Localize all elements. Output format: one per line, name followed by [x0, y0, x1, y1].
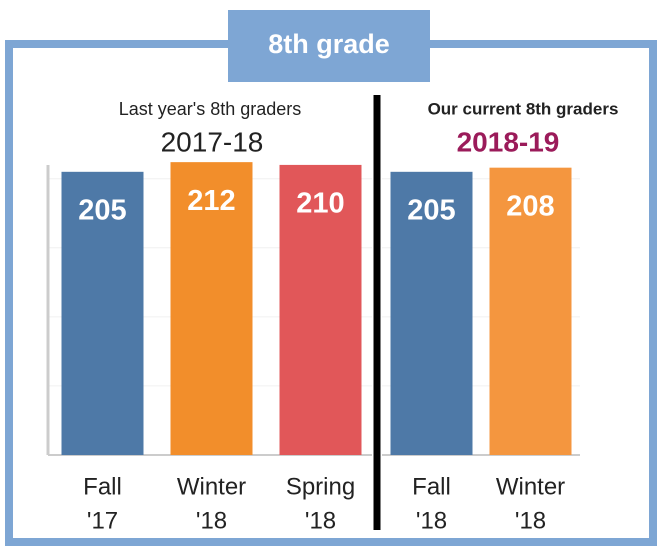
- x-tick-label: '18: [305, 507, 336, 534]
- bar: [279, 164, 362, 455]
- chart-title: Our current 8th graders: [428, 99, 619, 118]
- x-tick-label: Fall: [412, 473, 451, 500]
- x-tick-label: '18: [515, 507, 546, 534]
- chart-subtitle: 2018-19: [457, 126, 560, 157]
- x-tick-label: '18: [196, 507, 227, 534]
- x-tick-label: Winter: [496, 473, 565, 500]
- value-label: 210: [296, 188, 344, 220]
- value-label: 208: [506, 190, 554, 222]
- bar: [489, 167, 572, 455]
- bar: [61, 171, 144, 455]
- chart-subtitle: 2017-18: [161, 126, 264, 157]
- header: 8th grade: [268, 29, 390, 59]
- x-tick-label: Fall: [83, 473, 122, 500]
- x-tick-label: Spring: [286, 473, 355, 500]
- bar: [390, 171, 473, 455]
- x-tick-label: '17: [87, 507, 118, 534]
- x-tick-label: Winter: [177, 473, 246, 500]
- value-label: 205: [407, 194, 455, 226]
- header-box: [228, 10, 430, 82]
- value-label: 205: [78, 194, 126, 226]
- bar: [170, 162, 253, 456]
- x-tick-label: '18: [416, 507, 447, 534]
- chart-title: Last year's 8th graders: [119, 99, 302, 119]
- value-label: 212: [187, 185, 235, 217]
